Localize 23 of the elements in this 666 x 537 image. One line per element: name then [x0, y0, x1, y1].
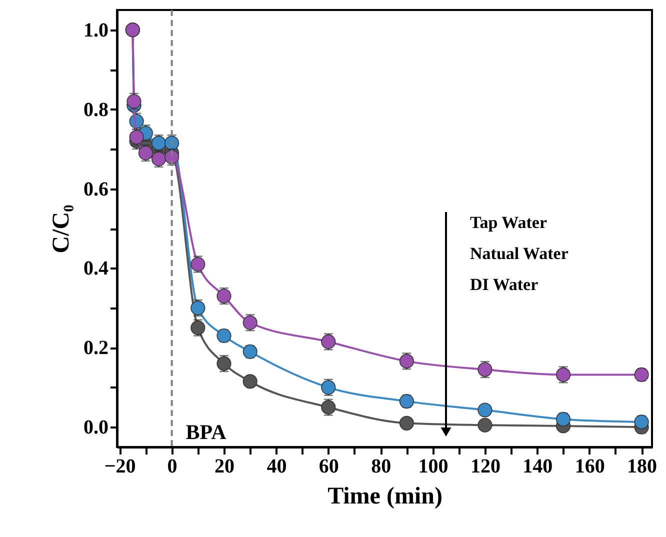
- y-tick-label: 0.2: [84, 337, 108, 360]
- x-tick-label: 20: [214, 456, 234, 478]
- y-tick-label: 0.0: [84, 416, 108, 439]
- x-tick-label: 80: [371, 456, 392, 478]
- x-tick-label: 140: [522, 456, 553, 478]
- y-tick-label: 0.8: [84, 98, 108, 121]
- y-axis-title: C/C₀: [48, 204, 74, 254]
- y-tick-label: 0.6: [84, 178, 108, 200]
- x-tick-label: 180: [627, 456, 658, 478]
- x-axis-title: Time (min): [328, 484, 442, 510]
- annotation: Tap Water: [470, 213, 548, 232]
- x-tick-label: 120: [470, 456, 500, 478]
- y-tick-label: 1.0: [84, 19, 108, 42]
- x-tick-label: 0: [167, 456, 178, 478]
- ref-line-label: BPA: [186, 420, 228, 444]
- x-tick-label: −20: [104, 456, 136, 478]
- annotation: DI Water: [470, 275, 539, 294]
- x-tick-label: 160: [574, 456, 605, 478]
- x-tick-label: 100: [418, 456, 448, 478]
- y-tick-label: 0.4: [84, 258, 108, 280]
- x-tick-label: 40: [266, 456, 287, 478]
- x-tick-label: 60: [318, 456, 339, 478]
- annotation: Natual Water: [470, 244, 569, 263]
